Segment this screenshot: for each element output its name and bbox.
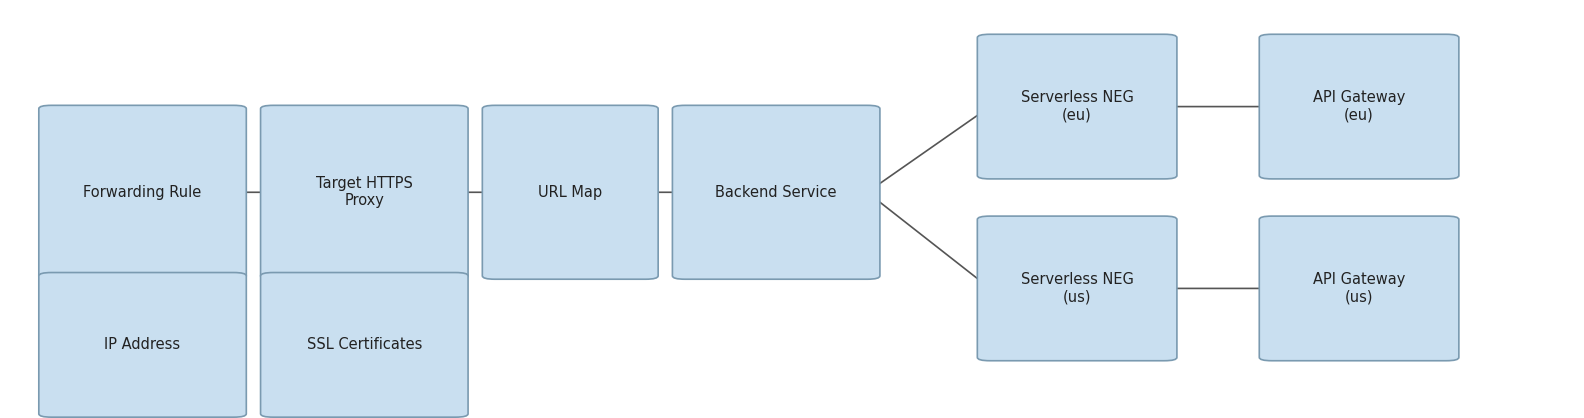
Text: URL Map: URL Map [539, 185, 602, 200]
Text: API Gateway
(eu): API Gateway (eu) [1313, 90, 1405, 123]
FancyBboxPatch shape [38, 273, 247, 417]
Text: Target HTTPS
Proxy: Target HTTPS Proxy [315, 176, 413, 209]
Text: Serverless NEG
(us): Serverless NEG (us) [1020, 272, 1134, 305]
Text: API Gateway
(us): API Gateway (us) [1313, 272, 1405, 305]
FancyBboxPatch shape [482, 105, 659, 279]
FancyBboxPatch shape [977, 216, 1177, 361]
Text: Backend Service: Backend Service [716, 185, 836, 200]
Text: SSL Certificates: SSL Certificates [307, 337, 421, 352]
Text: IP Address: IP Address [105, 337, 181, 352]
FancyBboxPatch shape [1259, 34, 1459, 179]
FancyBboxPatch shape [673, 105, 881, 279]
FancyBboxPatch shape [38, 105, 247, 279]
Text: Serverless NEG
(eu): Serverless NEG (eu) [1020, 90, 1134, 123]
FancyBboxPatch shape [977, 34, 1177, 179]
FancyBboxPatch shape [260, 105, 469, 279]
FancyBboxPatch shape [260, 273, 469, 417]
FancyBboxPatch shape [1259, 216, 1459, 361]
Text: Forwarding Rule: Forwarding Rule [84, 185, 201, 200]
